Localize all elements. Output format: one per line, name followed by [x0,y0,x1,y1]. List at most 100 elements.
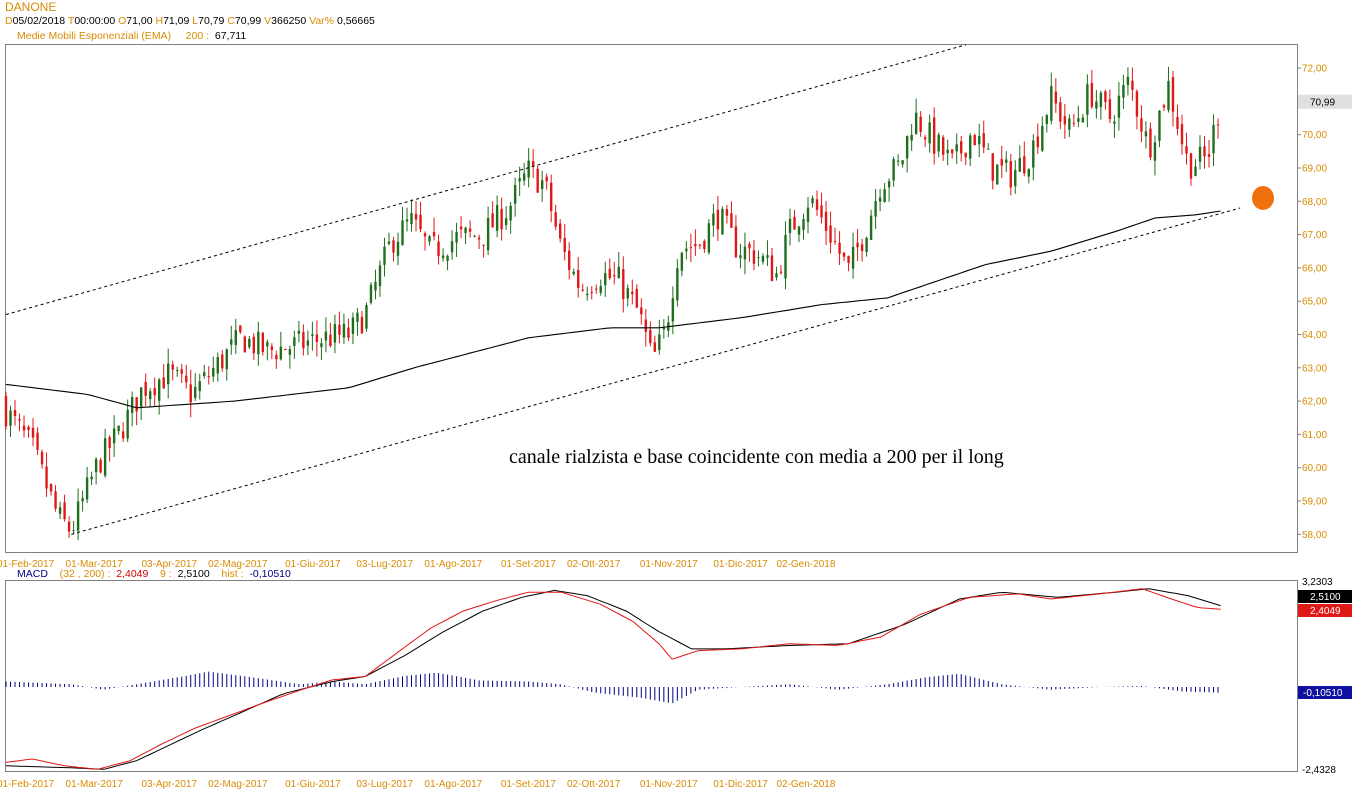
candle-body [1018,158,1021,172]
candle-body [257,331,260,355]
signal-value: 2,5100 [177,568,210,580]
macd-x-tick-label: 03-Lug-2017 [356,779,413,790]
candle-body [446,255,449,261]
candle-body [694,243,697,247]
candle-body [1198,146,1202,162]
candle-body [513,185,517,204]
candle-body [536,168,539,193]
price-y-tick-label: 72,00 [1302,64,1327,75]
candle-body [960,141,963,154]
candle-body [500,208,503,230]
candle-body [139,387,143,407]
candle-body [148,391,152,400]
price-y-tick-label: 67,00 [1302,230,1327,241]
candle-body [1126,76,1130,85]
high-value: 71,09 [163,15,190,27]
candle-body [860,244,864,251]
candle-body [712,213,715,226]
candle-body [563,237,566,252]
candle-body [631,291,634,295]
candle-body [63,502,66,520]
signal-value-box [1298,590,1352,603]
hist-label: hist [221,568,238,580]
price-y-tick-label: 60,00 [1302,463,1327,474]
candle-body [1167,81,1170,111]
price-y-tick-label: 70,00 [1302,130,1327,141]
price-x-tick-label: 01-Ago-2017 [424,559,482,570]
candle-body [392,240,395,253]
candle-body [176,369,179,371]
candle-body [72,530,75,532]
candle-body [171,364,174,370]
candle-body [432,231,436,237]
price-x-tick-label: 01-Feb-2017 [0,559,55,570]
date-key: D [5,15,13,27]
candle-body [545,176,548,182]
candle-body [793,216,796,230]
candle-body [1194,166,1197,177]
candle-body [689,247,693,249]
price-y-tick-label: 64,00 [1302,330,1327,341]
candle-body [531,161,535,166]
hist-value-label: -0,10510 [1303,688,1343,699]
candle-body [27,426,30,431]
candle-body [1207,154,1211,157]
candle-body [1131,80,1134,90]
candle-body [157,379,161,401]
candle-body [905,136,909,159]
candle-body [54,491,57,509]
candle-body [896,160,900,162]
candlestick-series [4,66,1220,541]
channel-lower-line [71,207,1241,535]
candle-body [117,425,120,432]
price-x-tick-label: 01-Giu-2017 [285,559,341,570]
low-value: 70,79 [198,15,225,27]
candle-body [1153,142,1157,161]
candle-body [1108,99,1112,120]
candle-body [130,397,134,413]
candle-body [1171,77,1175,112]
candle-body [784,234,787,279]
candle-body [248,338,251,348]
macd-x-tick-label: 01-Feb-2017 [0,779,55,790]
candle-body [833,240,837,243]
candle-body [450,241,454,253]
macd-x-tick-label: 01-Dic-2017 [713,779,768,790]
macd-x-tick-label: 01-Set-2017 [501,779,556,790]
candle-body [455,231,458,243]
signal-value-label: 2,5100 [1310,592,1341,603]
macd-x-tick-label: 03-Apr-2017 [141,779,197,790]
candle-body [230,339,233,345]
candle-body [342,324,346,338]
candle-body [586,293,589,295]
price-x-tick-label: 02-Mag-2017 [208,559,268,570]
candle-body [112,428,116,444]
candle-body [1122,85,1125,98]
time-value: 00:00:00 [74,15,116,27]
price-x-tick-label: 03-Lug-2017 [356,559,413,570]
candle-body [270,346,274,350]
candle-body [527,160,530,178]
macd-legend: MACD (32 , 200) : 2,4049 9 : 2,5100 hist… [17,568,291,580]
candle-body [923,137,927,140]
candle-body [414,214,418,220]
candle-body [797,226,801,235]
candle-body [1068,118,1071,130]
candle-body [302,331,305,349]
candle-body [1090,82,1094,107]
candle-body [1135,91,1139,117]
candle-body [297,330,301,334]
candle-body [329,334,332,346]
candle-body [85,477,89,500]
candle-body [1113,121,1116,124]
candle-body [1050,86,1053,121]
candle-body [275,354,278,360]
candle-body [626,288,629,299]
candle-body [36,432,39,450]
candle-body [1072,122,1076,124]
candle-body [802,219,805,230]
candle-body [180,369,183,374]
price-y-tick-label: 63,00 [1302,363,1327,374]
channel-upper-line [5,44,967,316]
candle-body [1059,102,1062,122]
